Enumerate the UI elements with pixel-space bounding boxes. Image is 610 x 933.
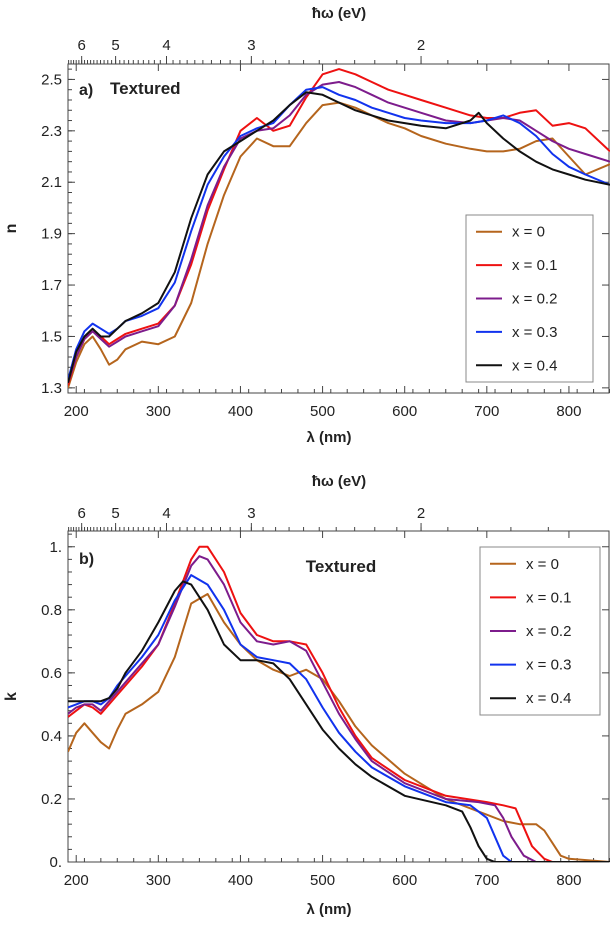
top-axis-label: ħω (eV) bbox=[312, 5, 366, 22]
top-tick-label: 3 bbox=[247, 37, 255, 54]
legend-label: x = 0 bbox=[512, 224, 545, 241]
x-tick-label: 700 bbox=[474, 872, 499, 889]
legend-label: x = 0.4 bbox=[512, 357, 557, 374]
top-tick-label: 4 bbox=[162, 37, 170, 54]
x-axis-label: λ (nm) bbox=[307, 429, 352, 446]
legend: x = 0 x = 0.1 x = 0.2 x = 0.3 x = 0.4 bbox=[479, 546, 601, 716]
chart-panel-1: 200 300 400 500 600 700 800 1.3 1.5 1.7 1.9 2.1 2.3 2… bbox=[3, 5, 610, 446]
series-line-x-0-2 bbox=[68, 555, 610, 862]
legend-label: x = 0.4 bbox=[526, 690, 571, 707]
x-tick-label: 700 bbox=[474, 403, 499, 420]
y-tick-label: 2.1 bbox=[41, 174, 62, 191]
series-line-x-0-4 bbox=[68, 580, 610, 862]
legend-label: x = 0.1 bbox=[526, 589, 571, 606]
x-tick-label: 600 bbox=[392, 872, 417, 889]
y-tick-label: 2.3 bbox=[41, 123, 62, 140]
x-tick-label: 200 bbox=[64, 403, 89, 420]
x-tick-label: 200 bbox=[64, 872, 89, 889]
series-line-x-0-1 bbox=[68, 545, 610, 862]
x-tick-label: 300 bbox=[146, 403, 171, 420]
legend-label: x = 0 bbox=[526, 556, 559, 573]
y-tick-label: 1. bbox=[49, 539, 62, 556]
panel-label: b) bbox=[79, 551, 94, 568]
y-axis-label: n bbox=[3, 224, 20, 234]
top-tick-label: 2 bbox=[417, 505, 425, 522]
top-tick-label: 5 bbox=[111, 37, 119, 54]
top-axis-label: ħω (eV) bbox=[312, 473, 366, 490]
y-tick-label: 0.6 bbox=[41, 665, 62, 682]
series-line-x-0-2 bbox=[68, 81, 610, 384]
legend-label: x = 0.3 bbox=[526, 657, 571, 674]
chart-title: Textured bbox=[110, 79, 181, 98]
series-line-x-0 bbox=[68, 101, 610, 389]
x-axis-label: λ (nm) bbox=[307, 901, 352, 918]
top-tick-label: 6 bbox=[77, 37, 85, 54]
y-tick-label: 0. bbox=[49, 854, 62, 871]
y-tick-label: 2.5 bbox=[41, 71, 62, 88]
y-tick-label: 1.9 bbox=[41, 226, 62, 243]
top-tick-label: 3 bbox=[247, 505, 255, 522]
x-tick-label: 800 bbox=[556, 403, 581, 420]
plot-frame bbox=[67, 530, 610, 863]
y-tick-label: 0.8 bbox=[41, 602, 62, 619]
top-tick-label: 5 bbox=[111, 505, 119, 522]
top-tick-label: 4 bbox=[162, 505, 170, 522]
x-tick-label: 800 bbox=[556, 872, 581, 889]
x-tick-label: 400 bbox=[228, 403, 253, 420]
y-axis-label: k bbox=[3, 692, 20, 701]
top-tick-label: 2 bbox=[417, 37, 425, 54]
legend-label: x = 0.2 bbox=[526, 623, 571, 640]
x-tick-label: 600 bbox=[392, 403, 417, 420]
series-line-x-0-4 bbox=[68, 91, 610, 383]
x-tick-label: 500 bbox=[310, 872, 335, 889]
legend-label: x = 0.1 bbox=[512, 257, 557, 274]
y-tick-label: 0.2 bbox=[41, 791, 62, 808]
plot-frame bbox=[67, 63, 610, 394]
x-tick-label: 300 bbox=[146, 872, 171, 889]
top-tick-label: 6 bbox=[77, 505, 85, 522]
legend: x = 0 x = 0.1 x = 0.2 x = 0.3 x = 0.4 bbox=[465, 214, 594, 383]
y-tick-label: 1.3 bbox=[41, 380, 62, 397]
chart-title: Textured bbox=[306, 557, 377, 576]
chart-panel-2: 200 300 400 500 600 700 800 0. 0.2 0.4 0.6 0.8 1. 6 5 4… bbox=[3, 473, 610, 918]
y-tick-label: 0.4 bbox=[41, 728, 62, 745]
legend-label: x = 0.3 bbox=[512, 324, 557, 341]
x-tick-label: 400 bbox=[228, 872, 253, 889]
y-tick-label: 1.5 bbox=[41, 328, 62, 345]
legend-label: x = 0.2 bbox=[512, 291, 557, 308]
series-line-x-0 bbox=[68, 593, 610, 862]
panel-label: a) bbox=[79, 82, 93, 99]
y-tick-label: 1.7 bbox=[41, 277, 62, 294]
x-tick-label: 500 bbox=[310, 403, 335, 420]
